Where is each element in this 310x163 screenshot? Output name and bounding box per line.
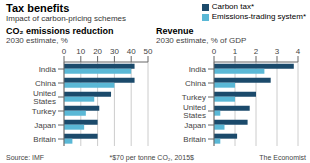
svg-text:40: 40 xyxy=(127,47,136,56)
svg-text:10: 10 xyxy=(76,47,85,56)
svg-text:1: 1 xyxy=(233,47,238,56)
html-text:The Economist: The Economist xyxy=(259,154,306,161)
svg-text:50: 50 xyxy=(144,47,153,56)
svg-text:China: China xyxy=(35,79,56,88)
svg-text:Britain: Britain xyxy=(33,135,56,144)
svg-text:3: 3 xyxy=(275,47,280,56)
html-text:2030 estimate, %: 2030 estimate, % xyxy=(6,36,68,45)
html-text:Impact of carbon-pricing schem: Impact of carbon-pricing schemes xyxy=(6,14,127,23)
svg-text:China: China xyxy=(185,79,206,88)
html-text:Emissions-trading system*: Emissions-trading system* xyxy=(211,12,306,21)
html-text:Source: IMF: Source: IMF xyxy=(6,154,45,161)
svg-text:30: 30 xyxy=(110,47,119,56)
svg-text:Japan: Japan xyxy=(34,121,56,130)
html-text:Tax benefits: Tax benefits xyxy=(6,2,70,14)
html-text:*$70 per tonne CO₂, 2015$: *$70 per tonne CO₂, 2015$ xyxy=(109,154,194,161)
svg-text:UnitedStates: UnitedStates xyxy=(33,89,56,106)
html-text:2030 estimate, % of GDP: 2030 estimate, % of GDP xyxy=(156,36,247,45)
html-text:Carbon tax*: Carbon tax* xyxy=(211,2,254,11)
svg-text:0: 0 xyxy=(212,47,217,56)
svg-text:Japan: Japan xyxy=(184,121,206,130)
html-text:Revenue: Revenue xyxy=(156,26,194,36)
svg-text:4: 4 xyxy=(296,47,301,56)
html-text:CO₂ emissions reduction: CO₂ emissions reduction xyxy=(6,26,114,36)
svg-text:Turkey: Turkey xyxy=(182,93,206,102)
svg-text:India: India xyxy=(39,65,57,74)
svg-text:Britain: Britain xyxy=(183,135,206,144)
svg-text:0: 0 xyxy=(62,47,67,56)
svg-text:20: 20 xyxy=(93,47,102,56)
svg-text:India: India xyxy=(189,65,207,74)
svg-text:UnitedStates: UnitedStates xyxy=(183,103,206,120)
svg-text:2: 2 xyxy=(254,47,259,56)
svg-text:Turkey: Turkey xyxy=(32,107,56,116)
